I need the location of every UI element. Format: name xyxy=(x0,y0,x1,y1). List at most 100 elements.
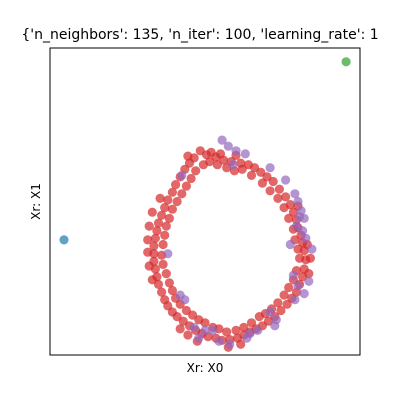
data-point-s0-71 xyxy=(246,170,257,180)
data-point-s0-101 xyxy=(167,285,177,296)
data-point-s0-118 xyxy=(212,160,222,170)
data-point-s3-0 xyxy=(341,57,351,67)
data-point-s0-122 xyxy=(147,207,157,217)
data-point-s0-113 xyxy=(181,181,191,191)
data-point-s0-11 xyxy=(268,176,278,187)
data-point-s1-31 xyxy=(245,328,255,339)
data-point-s0-110 xyxy=(167,204,177,214)
data-point-s1-37 xyxy=(285,239,295,250)
data-point-s1-10 xyxy=(295,212,305,222)
data-point-s0-132 xyxy=(175,324,185,334)
data-point-s1-14 xyxy=(293,281,303,291)
data-point-s0-13 xyxy=(281,192,291,202)
data-point-s1-5 xyxy=(177,170,187,180)
data-point-s1-21 xyxy=(253,325,263,335)
data-point-s0-108 xyxy=(161,221,171,231)
data-point-s0-103 xyxy=(161,269,171,279)
data-point-s0-121 xyxy=(155,193,165,203)
data-point-s0-129 xyxy=(305,253,315,263)
data-point-s1-24 xyxy=(208,325,218,335)
data-point-s0-27 xyxy=(282,299,292,309)
data-point-s0-98 xyxy=(181,305,191,316)
data-point-s0-67 xyxy=(206,147,216,157)
data-point-s1-16 xyxy=(304,276,314,286)
data-point-s0-91 xyxy=(231,325,241,335)
data-point-s0-28 xyxy=(276,305,286,316)
data-point-s0-130 xyxy=(304,269,314,279)
data-point-s1-0 xyxy=(217,135,227,145)
data-point-s1-20 xyxy=(265,307,275,317)
data-point-s0-65 xyxy=(184,158,195,168)
data-point-s0-75 xyxy=(279,203,289,213)
y-axis-label: Xr: X1 xyxy=(29,183,43,220)
data-point-s0-54 xyxy=(149,241,159,251)
data-point-s0-56 xyxy=(152,226,162,236)
data-point-s0-84 xyxy=(279,290,289,300)
data-point-s0-117 xyxy=(205,157,215,167)
data-point-s0-55 xyxy=(150,233,160,243)
data-point-s0-68 xyxy=(215,149,226,159)
data-point-s0-70 xyxy=(237,164,247,174)
data-point-s0-127 xyxy=(147,275,157,285)
data-point-s0-107 xyxy=(160,230,170,240)
data-point-s0-12 xyxy=(274,184,284,194)
data-point-s0-115 xyxy=(191,166,201,176)
data-point-s1-33 xyxy=(307,244,317,254)
data-point-s0-47 xyxy=(160,295,170,305)
data-point-s1-15 xyxy=(299,289,309,299)
data-point-s0-57 xyxy=(153,218,164,228)
plot-frame xyxy=(49,47,361,356)
data-point-s0-114 xyxy=(186,173,196,184)
data-point-s0-133 xyxy=(183,330,193,340)
data-point-s1-13 xyxy=(288,270,298,280)
data-point-s0-111 xyxy=(172,196,182,207)
data-point-s0-123 xyxy=(144,221,154,231)
data-point-s1-2 xyxy=(231,146,241,156)
data-point-s0-109 xyxy=(164,213,174,223)
data-point-s1-29 xyxy=(175,290,185,300)
data-point-s0-125 xyxy=(143,247,153,257)
data-point-s1-32 xyxy=(163,249,173,259)
data-point-s0-72 xyxy=(257,178,267,188)
data-point-s0-79 xyxy=(293,244,303,254)
data-point-s0-66 xyxy=(195,146,205,156)
data-point-s0-73 xyxy=(265,186,275,196)
data-point-s1-19 xyxy=(270,321,280,331)
data-point-s0-80 xyxy=(295,253,305,263)
data-point-s0-60 xyxy=(163,195,173,205)
data-point-s1-25 xyxy=(200,325,210,335)
data-point-s1-34 xyxy=(301,233,311,243)
data-point-s1-26 xyxy=(194,333,204,343)
data-point-s0-112 xyxy=(177,189,187,199)
chart-title: {'n_neighbors': 135, 'n_iter': 100, 'lea… xyxy=(21,27,378,43)
data-point-s1-4 xyxy=(228,160,238,170)
data-point-s0-59 xyxy=(160,203,170,213)
data-point-s1-1 xyxy=(223,141,233,151)
data-point-s0-90 xyxy=(239,322,249,332)
data-point-s0-126 xyxy=(144,261,154,271)
data-points-layer xyxy=(59,57,351,352)
data-point-s1-23 xyxy=(214,336,224,346)
data-point-s1-35 xyxy=(281,175,291,185)
data-point-s1-12 xyxy=(298,226,308,236)
data-point-s0-58 xyxy=(157,210,167,220)
data-point-s0-89 xyxy=(246,318,257,328)
data-point-s1-6 xyxy=(290,189,300,199)
data-point-s0-106 xyxy=(158,239,168,250)
data-point-s1-7 xyxy=(293,196,303,207)
data-point-s0-62 xyxy=(171,180,181,190)
data-point-s0-102 xyxy=(164,278,174,288)
data-point-s0-48 xyxy=(157,287,167,297)
data-point-s0-104 xyxy=(158,259,168,269)
x-axis-label: Xr: X0 xyxy=(187,361,224,375)
data-point-s0-83 xyxy=(284,282,294,293)
data-point-s0-92 xyxy=(222,327,232,337)
data-point-s0-134 xyxy=(236,339,246,349)
data-point-s0-76 xyxy=(284,213,294,223)
data-point-s1-36 xyxy=(265,163,275,173)
data-point-s0-88 xyxy=(254,312,264,322)
data-point-s1-17 xyxy=(290,295,300,305)
data-point-s0-61 xyxy=(167,187,177,197)
data-point-s0-124 xyxy=(143,235,153,245)
